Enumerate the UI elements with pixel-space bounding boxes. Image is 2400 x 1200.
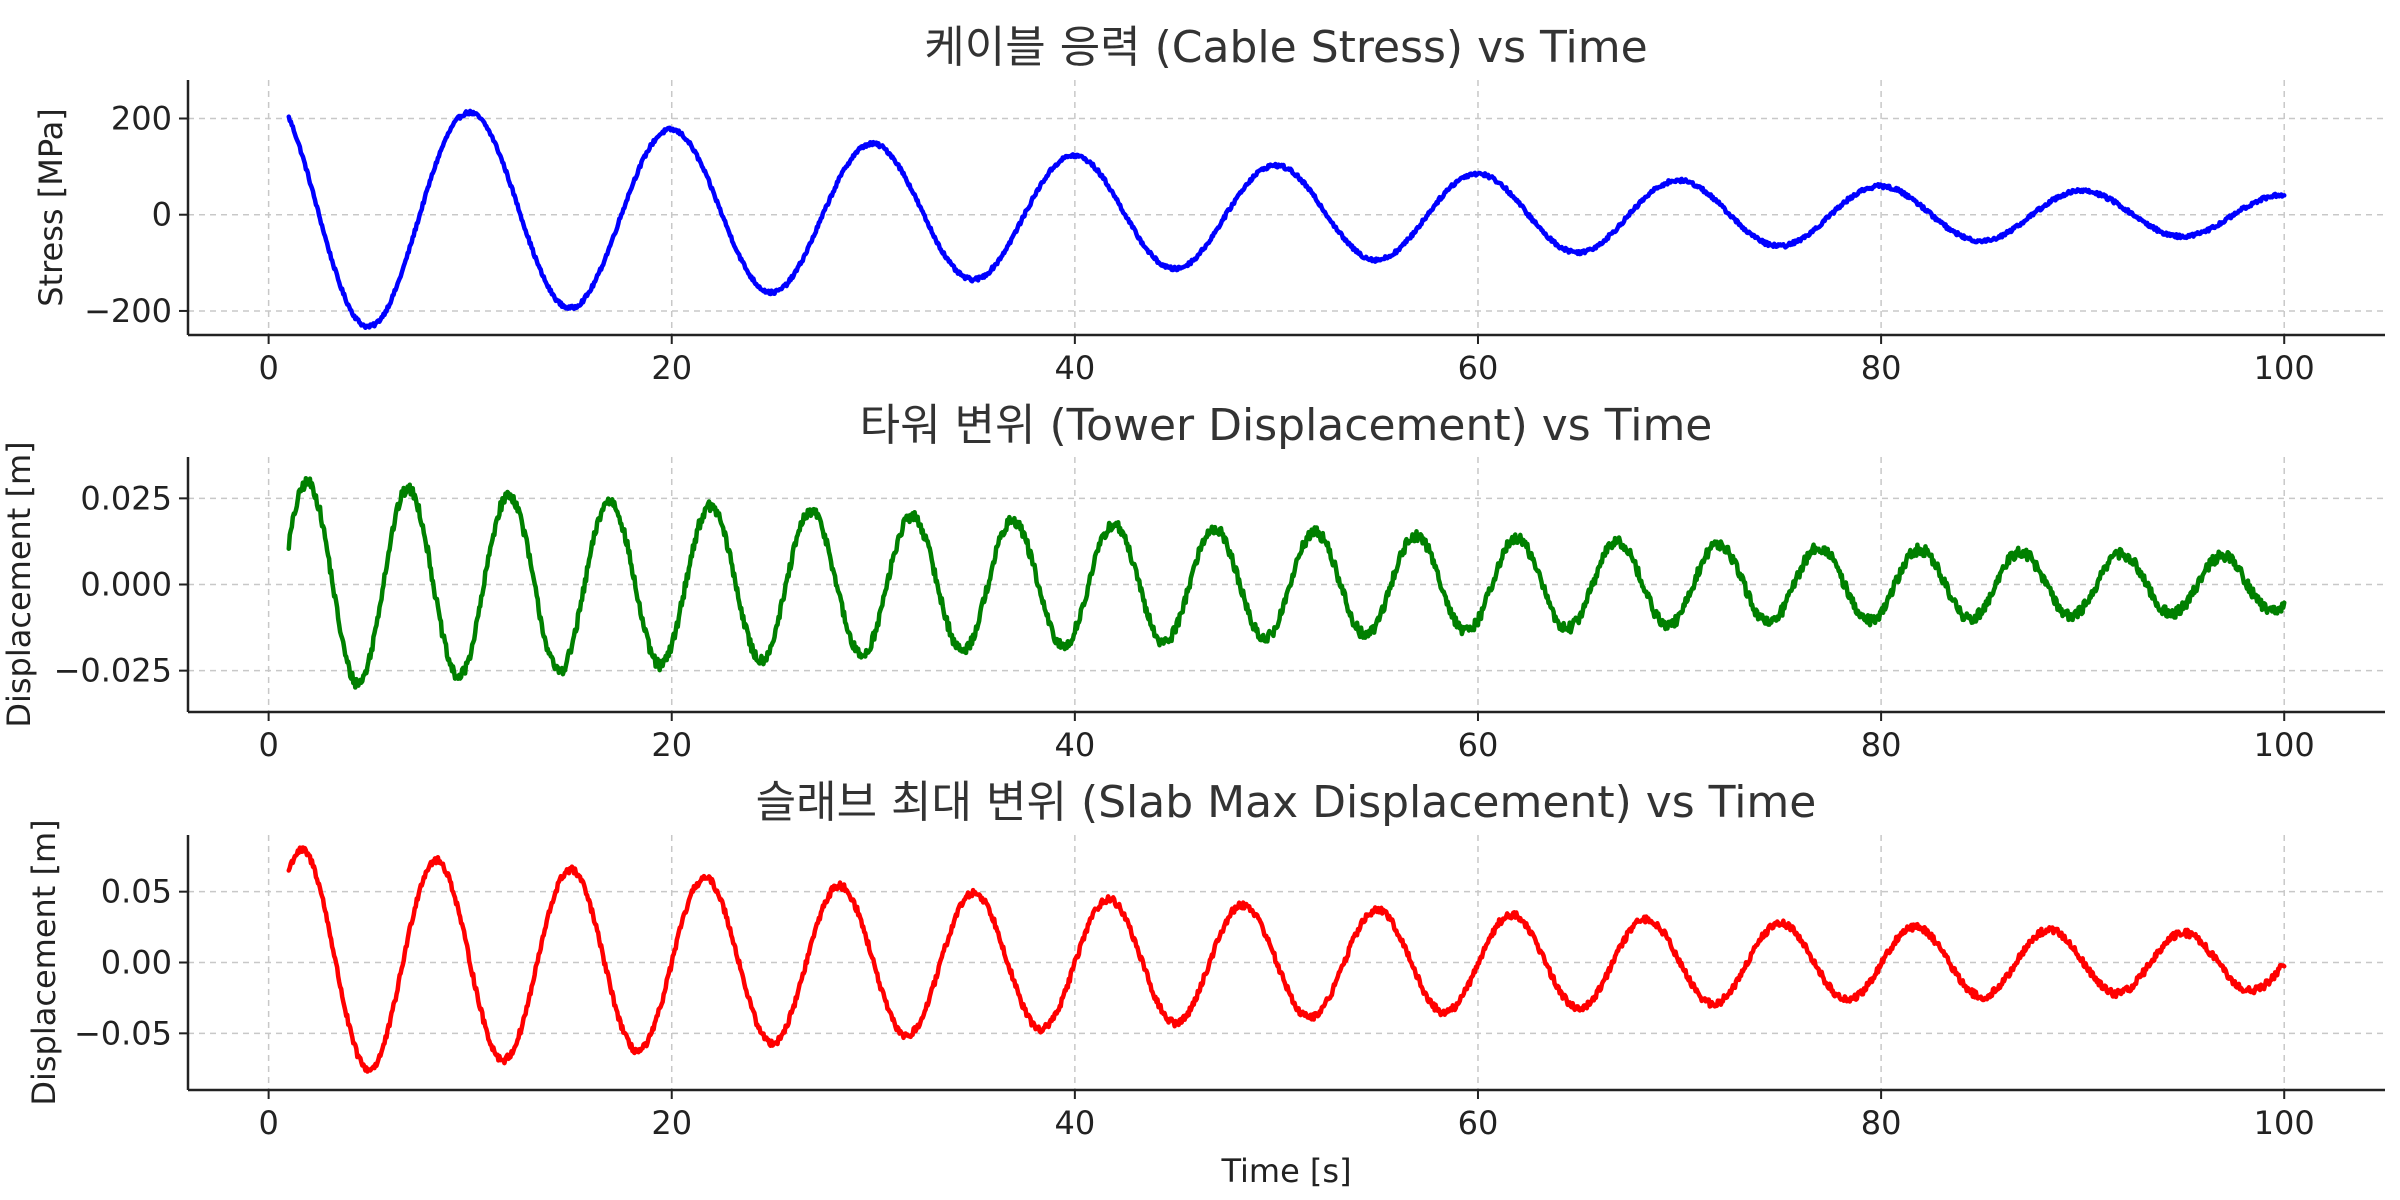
y-tick-label: 0 [152,196,172,234]
x-tick-label: 100 [2254,1104,2315,1142]
series-line [286,845,2287,1074]
x-tick-label: 0 [258,726,278,764]
x-tick-label: 40 [1055,1104,1096,1142]
x-tick-label: 100 [2254,349,2315,387]
chart-title: 케이블 응력 (Cable Stress) vs Time [924,22,1647,73]
y-tick-label: 0.05 [101,873,172,911]
x-tick-label: 20 [651,1104,692,1142]
x-tick-label: 60 [1458,1104,1499,1142]
x-tick-label: 80 [1861,1104,1902,1142]
y-tick-label: −200 [84,292,172,330]
series-line [286,475,2287,690]
x-tick-label: 40 [1055,349,1096,387]
x-tick-label: 0 [258,1104,278,1142]
x-axis-label: Time [s] [1220,1152,1351,1190]
y-tick-label: −0.025 [54,652,172,690]
x-tick-label: 40 [1055,726,1096,764]
y-tick-label: 200 [111,99,172,137]
series-line [286,108,2287,331]
chart-title: 타워 변위 (Tower Displacement) vs Time [860,400,1713,451]
x-tick-label: 100 [2254,726,2315,764]
y-axis-label: Stress [MPa] [32,108,70,307]
x-tick-label: 60 [1458,349,1499,387]
x-tick-label: 20 [651,726,692,764]
y-tick-label: −0.05 [74,1014,172,1052]
x-tick-label: 80 [1861,726,1902,764]
y-tick-label: 0.025 [80,479,172,517]
y-axis-label: Displacement [m] [25,819,63,1105]
chart-title: 슬래브 최대 변위 (Slab Max Displacement) vs Tim… [756,777,1817,828]
x-tick-label: 60 [1458,726,1499,764]
x-tick-label: 0 [258,349,278,387]
y-axis-label: Displacement [m] [0,441,38,727]
chart-panel-1: 케이블 응력 (Cable Stress) vs Time 0 20 40 60 80 10… [32,22,2385,387]
y-tick-label: 0.000 [80,566,172,604]
chart-panel-2: 타워 변위 (Tower Displacement) vs Time 0 20 40 6… [0,400,2385,764]
y-tick-label: 0.00 [101,944,172,982]
x-tick-label: 20 [651,349,692,387]
x-tick-label: 80 [1861,349,1902,387]
chart-panel-3: 슬래브 최대 변위 (Slab Max Displacement) vs Tim… [25,777,2385,1190]
